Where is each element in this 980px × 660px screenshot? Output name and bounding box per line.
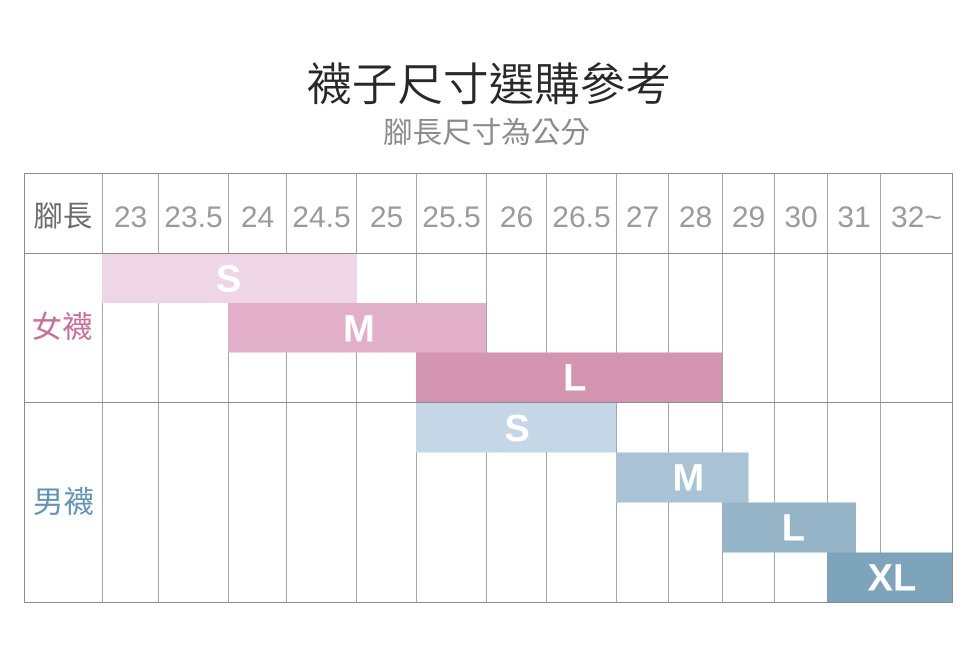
- svg-text:25: 25: [370, 201, 403, 234]
- svg-text:29: 29: [732, 201, 765, 234]
- svg-text:S: S: [504, 408, 529, 450]
- svg-text:L: L: [782, 508, 805, 550]
- svg-text:26: 26: [500, 201, 533, 234]
- svg-text:XL: XL: [868, 558, 917, 600]
- svg-text:32~: 32~: [891, 201, 942, 234]
- svg-text:24: 24: [241, 201, 274, 234]
- svg-text:25.5: 25.5: [422, 201, 480, 234]
- svg-text:L: L: [563, 358, 586, 400]
- svg-text:28: 28: [679, 201, 712, 234]
- svg-text:M: M: [672, 458, 704, 500]
- svg-text:27: 27: [626, 201, 659, 234]
- svg-text:23: 23: [114, 201, 147, 234]
- svg-text:31: 31: [837, 201, 870, 234]
- svg-text:23.5: 23.5: [164, 201, 222, 234]
- svg-text:M: M: [343, 309, 375, 351]
- svg-text:24.5: 24.5: [292, 201, 350, 234]
- svg-text:26.5: 26.5: [552, 201, 610, 234]
- svg-text:S: S: [216, 259, 241, 301]
- svg-text:30: 30: [784, 201, 817, 234]
